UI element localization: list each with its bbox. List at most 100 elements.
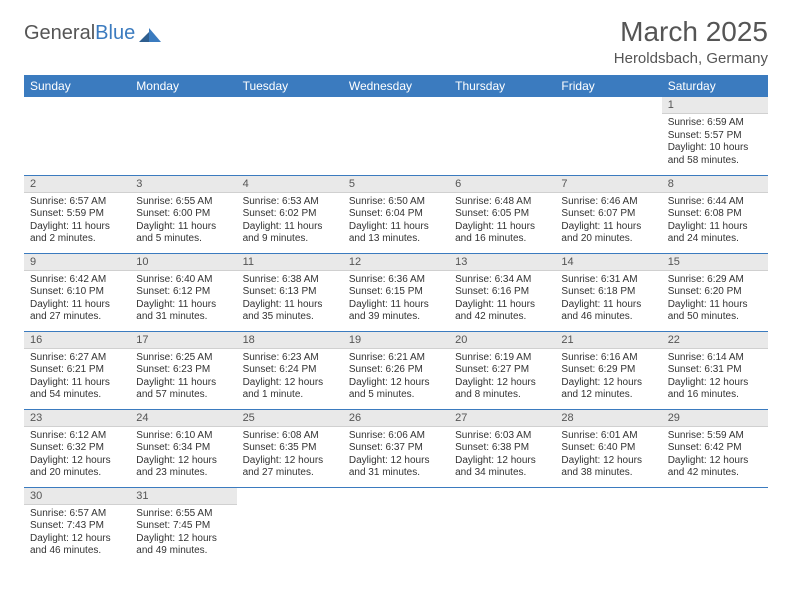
day-body: Sunrise: 6:48 AMSunset: 6:05 PMDaylight:… (449, 193, 555, 250)
sunrise-text: Sunrise: 6:48 AM (455, 196, 549, 209)
sunrise-text: Sunrise: 6:16 AM (561, 352, 655, 365)
sunrise-text: Sunrise: 6:10 AM (136, 430, 230, 443)
daylight-text: Daylight: 11 hours and 50 minutes. (668, 299, 762, 324)
day-body: Sunrise: 6:31 AMSunset: 6:18 PMDaylight:… (555, 271, 661, 328)
daylight-text: Daylight: 12 hours and 49 minutes. (136, 533, 230, 558)
day-body: Sunrise: 6:25 AMSunset: 6:23 PMDaylight:… (130, 349, 236, 406)
weekday-header-row: Sunday Monday Tuesday Wednesday Thursday… (24, 75, 768, 97)
calendar-cell: 18Sunrise: 6:23 AMSunset: 6:24 PMDayligh… (237, 331, 343, 409)
sunrise-text: Sunrise: 6:44 AM (668, 196, 762, 209)
sunrise-text: Sunrise: 6:31 AM (561, 274, 655, 287)
sunrise-text: Sunrise: 6:29 AM (668, 274, 762, 287)
day-number: 30 (24, 488, 130, 505)
calendar-cell: 17Sunrise: 6:25 AMSunset: 6:23 PMDayligh… (130, 331, 236, 409)
sunset-text: Sunset: 6:34 PM (136, 442, 230, 455)
sunset-text: Sunset: 6:00 PM (136, 208, 230, 221)
day-body: Sunrise: 6:44 AMSunset: 6:08 PMDaylight:… (662, 193, 768, 250)
daylight-text: Daylight: 11 hours and 13 minutes. (349, 221, 443, 246)
sunrise-text: Sunrise: 6:27 AM (30, 352, 124, 365)
calendar-cell: 16Sunrise: 6:27 AMSunset: 6:21 PMDayligh… (24, 331, 130, 409)
daylight-text: Daylight: 12 hours and 12 minutes. (561, 377, 655, 402)
day-body: Sunrise: 6:27 AMSunset: 6:21 PMDaylight:… (24, 349, 130, 406)
calendar-cell (449, 487, 555, 565)
sunset-text: Sunset: 6:08 PM (668, 208, 762, 221)
day-body: Sunrise: 6:46 AMSunset: 6:07 PMDaylight:… (555, 193, 661, 250)
day-number: 20 (449, 332, 555, 349)
sunset-text: Sunset: 6:13 PM (243, 286, 337, 299)
daylight-text: Daylight: 12 hours and 46 minutes. (30, 533, 124, 558)
month-title: March 2025 (614, 16, 768, 48)
sunrise-text: Sunrise: 6:46 AM (561, 196, 655, 209)
sunrise-text: Sunrise: 6:42 AM (30, 274, 124, 287)
day-number: 25 (237, 410, 343, 427)
daylight-text: Daylight: 11 hours and 42 minutes. (455, 299, 549, 324)
day-number: 3 (130, 176, 236, 193)
sunset-text: Sunset: 6:10 PM (30, 286, 124, 299)
calendar-cell: 13Sunrise: 6:34 AMSunset: 6:16 PMDayligh… (449, 253, 555, 331)
calendar-cell: 7Sunrise: 6:46 AMSunset: 6:07 PMDaylight… (555, 175, 661, 253)
sunrise-text: Sunrise: 6:08 AM (243, 430, 337, 443)
logo: GeneralBlue (24, 16, 161, 45)
sunset-text: Sunset: 6:26 PM (349, 364, 443, 377)
daylight-text: Daylight: 11 hours and 5 minutes. (136, 221, 230, 246)
sunrise-text: Sunrise: 6:12 AM (30, 430, 124, 443)
sunrise-text: Sunrise: 6:19 AM (455, 352, 549, 365)
calendar-cell: 28Sunrise: 6:01 AMSunset: 6:40 PMDayligh… (555, 409, 661, 487)
daylight-text: Daylight: 12 hours and 20 minutes. (30, 455, 124, 480)
day-body: Sunrise: 6:50 AMSunset: 6:04 PMDaylight:… (343, 193, 449, 250)
day-number: 14 (555, 254, 661, 271)
day-number: 13 (449, 254, 555, 271)
weekday-header: Thursday (449, 75, 555, 97)
weekday-header: Saturday (662, 75, 768, 97)
sunset-text: Sunset: 6:18 PM (561, 286, 655, 299)
weekday-header: Wednesday (343, 75, 449, 97)
sunset-text: Sunset: 6:05 PM (455, 208, 549, 221)
day-number: 7 (555, 176, 661, 193)
sunrise-text: Sunrise: 6:55 AM (136, 196, 230, 209)
day-number: 4 (237, 176, 343, 193)
calendar-cell: 9Sunrise: 6:42 AMSunset: 6:10 PMDaylight… (24, 253, 130, 331)
calendar-cell: 24Sunrise: 6:10 AMSunset: 6:34 PMDayligh… (130, 409, 236, 487)
sunrise-text: Sunrise: 6:36 AM (349, 274, 443, 287)
sunset-text: Sunset: 6:02 PM (243, 208, 337, 221)
calendar-cell (555, 97, 661, 175)
day-number: 2 (24, 176, 130, 193)
sunrise-text: Sunrise: 6:59 AM (668, 117, 762, 130)
daylight-text: Daylight: 12 hours and 1 minute. (243, 377, 337, 402)
sunset-text: Sunset: 6:32 PM (30, 442, 124, 455)
day-body: Sunrise: 6:40 AMSunset: 6:12 PMDaylight:… (130, 271, 236, 328)
weekday-header: Monday (130, 75, 236, 97)
daylight-text: Daylight: 11 hours and 57 minutes. (136, 377, 230, 402)
day-number: 27 (449, 410, 555, 427)
calendar-cell: 19Sunrise: 6:21 AMSunset: 6:26 PMDayligh… (343, 331, 449, 409)
day-body: Sunrise: 6:08 AMSunset: 6:35 PMDaylight:… (237, 427, 343, 484)
sunset-text: Sunset: 6:16 PM (455, 286, 549, 299)
day-body: Sunrise: 6:59 AMSunset: 5:57 PMDaylight:… (662, 114, 768, 171)
logo-mark-icon (139, 26, 161, 42)
sunrise-text: Sunrise: 6:23 AM (243, 352, 337, 365)
calendar-cell (555, 487, 661, 565)
daylight-text: Daylight: 11 hours and 24 minutes. (668, 221, 762, 246)
sunset-text: Sunset: 6:31 PM (668, 364, 762, 377)
calendar-cell: 23 Sunrise: 6:12 AMSunset: 6:32 PMDayligh… (24, 409, 130, 487)
day-body: Sunrise: 6:55 AMSunset: 6:00 PMDaylight:… (130, 193, 236, 250)
day-number: 23 (24, 410, 130, 427)
calendar-cell: 10Sunrise: 6:40 AMSunset: 6:12 PMDayligh… (130, 253, 236, 331)
day-body: Sunrise: 5:59 AMSunset: 6:42 PMDaylight:… (662, 427, 768, 484)
day-body: Sunrise: 6:29 AMSunset: 6:20 PMDaylight:… (662, 271, 768, 328)
day-number: 17 (130, 332, 236, 349)
calendar-cell: 8Sunrise: 6:44 AMSunset: 6:08 PMDaylight… (662, 175, 768, 253)
day-number: 16 (24, 332, 130, 349)
day-number: 8 (662, 176, 768, 193)
sunset-text: Sunset: 7:45 PM (136, 520, 230, 533)
calendar-table: Sunday Monday Tuesday Wednesday Thursday… (24, 75, 768, 565)
calendar-cell: 21Sunrise: 6:16 AMSunset: 6:29 PMDayligh… (555, 331, 661, 409)
calendar-cell: 14Sunrise: 6:31 AMSunset: 6:18 PMDayligh… (555, 253, 661, 331)
calendar-cell (343, 487, 449, 565)
calendar-cell: 1Sunrise: 6:59 AMSunset: 5:57 PMDaylight… (662, 97, 768, 175)
day-number: 26 (343, 410, 449, 427)
sunset-text: Sunset: 6:20 PM (668, 286, 762, 299)
sunset-text: Sunset: 6:23 PM (136, 364, 230, 377)
calendar-row: 1Sunrise: 6:59 AMSunset: 5:57 PMDaylight… (24, 97, 768, 175)
sunrise-text: Sunrise: 6:06 AM (349, 430, 443, 443)
